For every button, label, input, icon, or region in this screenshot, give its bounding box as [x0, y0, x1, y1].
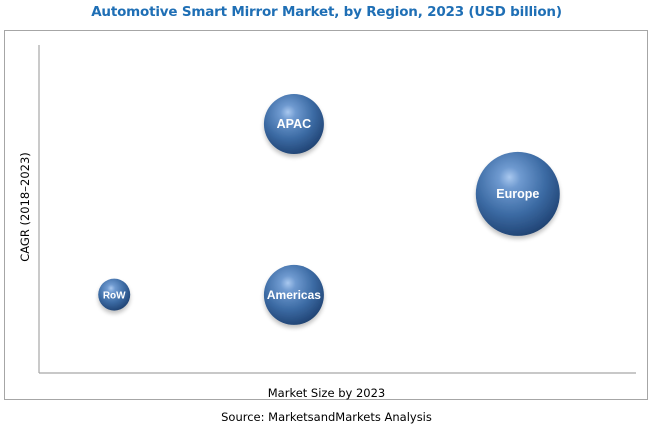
bubble-label-americas: Americas [267, 288, 321, 302]
chart-frame [4, 30, 648, 400]
chart-title: Automotive Smart Mirror Market, by Regio… [91, 4, 562, 20]
bubble-circle-apac [263, 94, 324, 155]
bubble-group: APAC Europe RoW Americas [98, 94, 560, 325]
bubble-label-europe: Europe [496, 187, 539, 201]
y-axis-label: CAGR (2018–2023) [18, 152, 32, 262]
bubble-europe: Europe [475, 151, 560, 236]
bubble-circle-europe [475, 151, 560, 236]
bubble-label-row: RoW [103, 291, 126, 302]
bubble-americas: Americas [263, 264, 324, 325]
bubble-apac: APAC [263, 94, 324, 155]
bubble-row: RoW [98, 278, 131, 311]
bubble-circle-row [98, 278, 131, 311]
source-note: Source: MarketsandMarkets Analysis [221, 410, 432, 424]
x-axis-label: Market Size by 2023 [267, 386, 386, 400]
bubble-circle-americas [263, 264, 324, 325]
bubble-label-apac: APAC [277, 117, 312, 131]
